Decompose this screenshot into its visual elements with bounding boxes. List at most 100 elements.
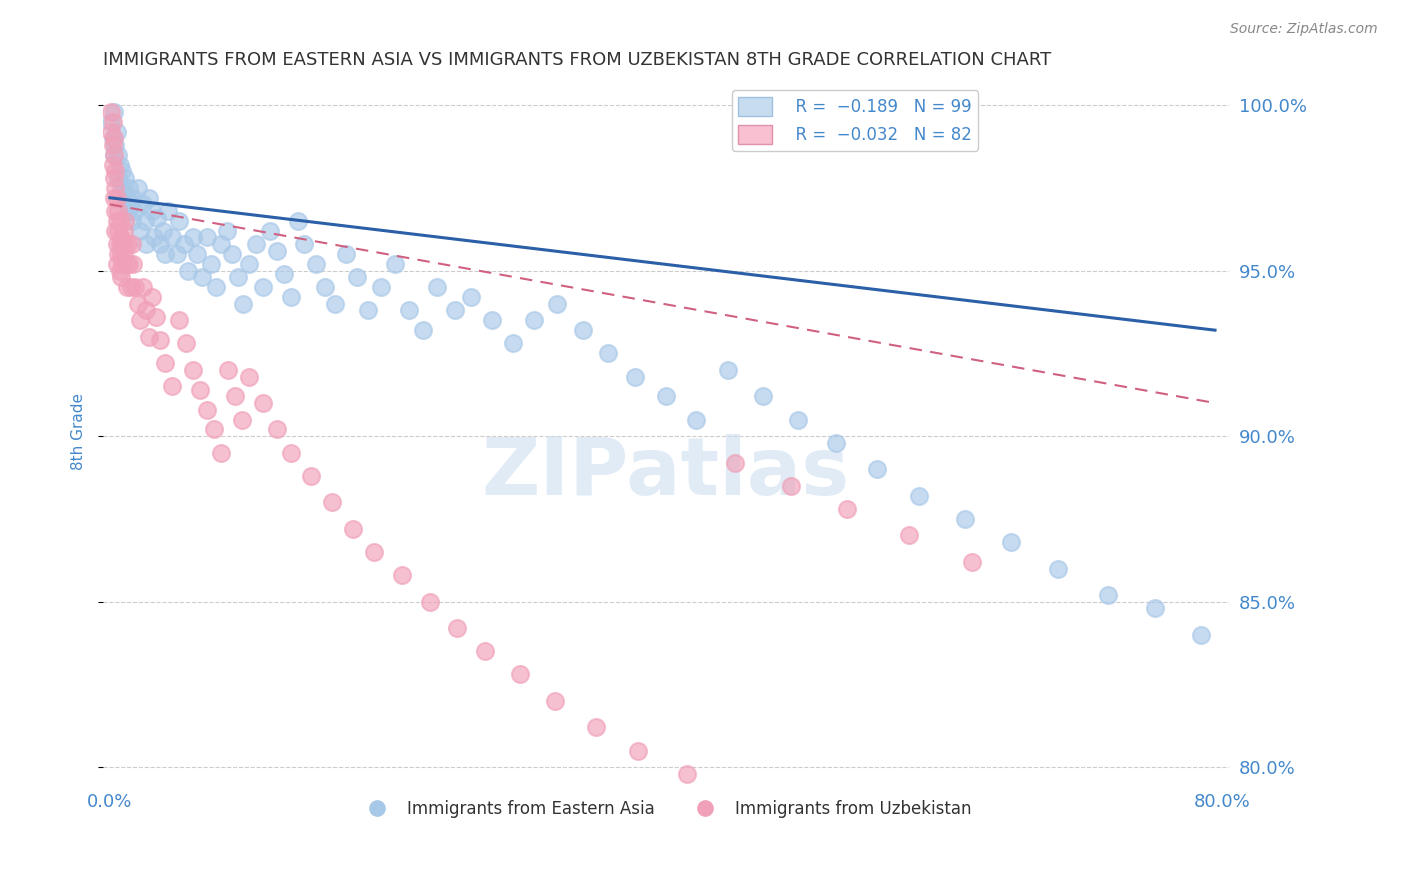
Point — [412, 323, 434, 337]
Point — [124, 280, 146, 294]
Point — [304, 257, 326, 271]
Point — [273, 267, 295, 281]
Point — [112, 247, 135, 261]
Point — [202, 422, 225, 436]
Y-axis label: 8th Grade: 8th Grade — [72, 392, 86, 470]
Point — [121, 237, 143, 252]
Point — [108, 263, 131, 277]
Point — [155, 356, 177, 370]
Point — [523, 313, 546, 327]
Point — [121, 214, 143, 228]
Point — [287, 214, 309, 228]
Point — [1236, 644, 1258, 658]
Point — [127, 181, 149, 195]
Point — [624, 369, 647, 384]
Point — [146, 211, 169, 225]
Point — [1097, 588, 1119, 602]
Point — [155, 247, 177, 261]
Point — [101, 131, 124, 145]
Point — [370, 280, 392, 294]
Point — [724, 456, 747, 470]
Point — [124, 204, 146, 219]
Point — [103, 104, 125, 119]
Point — [190, 270, 212, 285]
Point — [108, 237, 131, 252]
Point — [280, 445, 302, 459]
Point — [105, 237, 128, 252]
Point — [215, 224, 238, 238]
Point — [100, 114, 122, 128]
Point — [181, 230, 204, 244]
Point — [245, 237, 267, 252]
Point — [157, 204, 180, 219]
Point — [162, 230, 184, 244]
Point — [115, 280, 138, 294]
Point — [346, 270, 368, 285]
Point — [238, 369, 260, 384]
Point — [103, 147, 125, 161]
Point — [103, 170, 125, 185]
Point — [717, 363, 740, 377]
Point — [118, 181, 141, 195]
Point — [280, 290, 302, 304]
Point — [115, 191, 138, 205]
Point — [266, 244, 288, 258]
Point — [209, 237, 232, 252]
Point — [115, 257, 138, 271]
Point — [398, 303, 420, 318]
Point — [141, 204, 163, 219]
Point — [135, 237, 157, 252]
Point — [152, 224, 174, 238]
Point — [294, 237, 316, 252]
Point — [1378, 721, 1400, 735]
Point — [132, 197, 155, 211]
Point — [585, 721, 607, 735]
Point — [787, 412, 810, 426]
Point — [299, 468, 322, 483]
Point — [111, 237, 134, 252]
Point — [114, 214, 136, 228]
Point — [908, 489, 931, 503]
Point — [419, 594, 441, 608]
Point — [252, 396, 274, 410]
Point — [321, 495, 343, 509]
Point — [953, 512, 976, 526]
Point — [110, 247, 132, 261]
Point — [120, 197, 142, 211]
Point — [547, 296, 569, 310]
Point — [117, 237, 139, 252]
Point — [105, 257, 128, 271]
Text: ZIPatlas: ZIPatlas — [482, 434, 851, 513]
Point — [224, 389, 246, 403]
Point — [335, 247, 357, 261]
Point — [502, 336, 524, 351]
Point — [200, 257, 222, 271]
Point — [104, 204, 127, 219]
Point — [460, 290, 482, 304]
Point — [596, 346, 619, 360]
Point — [1144, 601, 1167, 615]
Point — [112, 224, 135, 238]
Point — [188, 383, 211, 397]
Point — [231, 412, 253, 426]
Point — [100, 104, 122, 119]
Point — [107, 147, 129, 161]
Point — [1189, 628, 1212, 642]
Point — [107, 170, 129, 185]
Point — [1046, 561, 1069, 575]
Point — [103, 147, 125, 161]
Point — [425, 280, 447, 294]
Point — [1329, 694, 1351, 708]
Point — [122, 257, 145, 271]
Point — [1000, 535, 1022, 549]
Point — [104, 181, 127, 195]
Point — [135, 303, 157, 318]
Point — [685, 412, 707, 426]
Point — [111, 257, 134, 271]
Point — [176, 336, 198, 351]
Point — [108, 158, 131, 172]
Point — [101, 114, 124, 128]
Point — [143, 230, 166, 244]
Point — [655, 389, 678, 403]
Point — [118, 257, 141, 271]
